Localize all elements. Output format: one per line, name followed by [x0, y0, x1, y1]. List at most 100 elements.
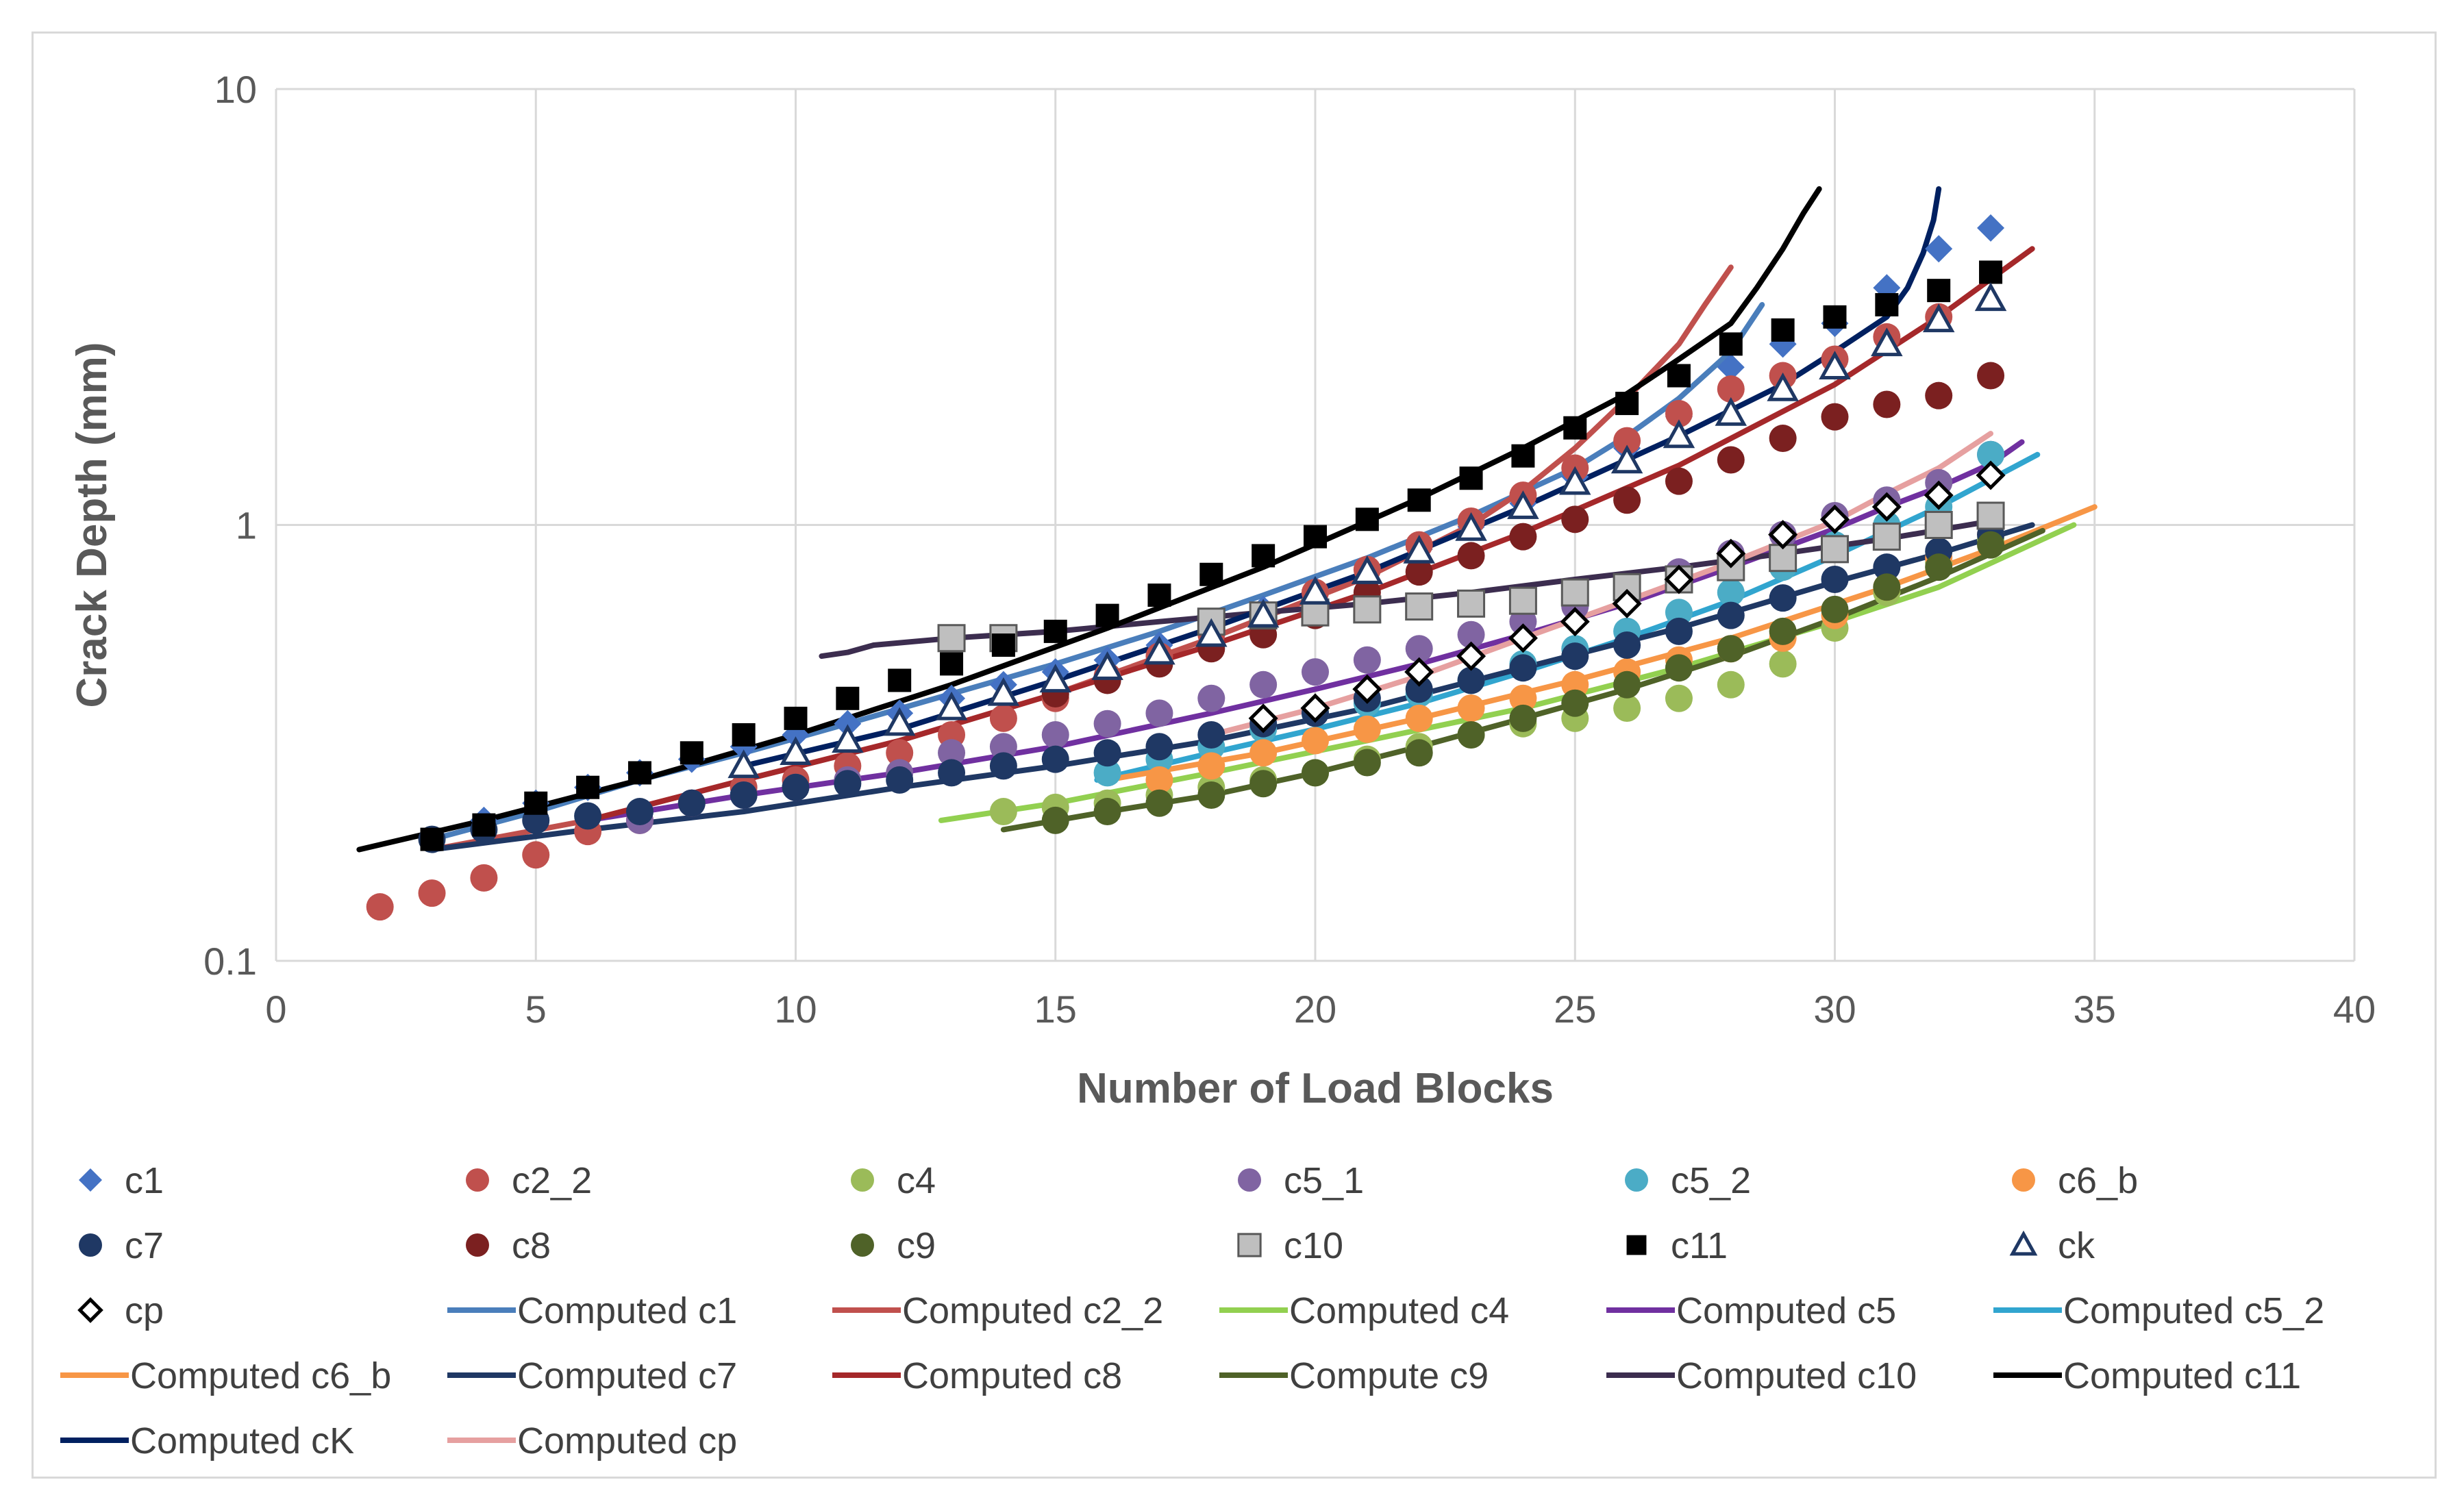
legend-marker-c4 — [851, 1168, 874, 1192]
data-point-c9 — [1561, 689, 1589, 717]
data-point-cp — [1871, 492, 1902, 522]
data-point-c4 — [1613, 694, 1641, 722]
data-point-c7 — [1405, 675, 1433, 703]
data-point-ck — [1403, 534, 1435, 564]
data-point-c6-b — [1509, 684, 1537, 712]
legend-label: c10 — [1284, 1225, 1343, 1266]
legend-label: Computed c2_2 — [902, 1290, 1163, 1331]
data-point-c9 — [1093, 798, 1121, 826]
data-point-c7 — [1613, 631, 1641, 659]
data-point-c5-1 — [1457, 620, 1485, 649]
data-point-c8 — [1405, 558, 1433, 586]
gridlines — [275, 88, 2356, 962]
legend-label: ck — [2058, 1225, 2095, 1266]
data-point-c7 — [1717, 601, 1745, 629]
data-point-c9 — [1717, 635, 1745, 663]
data-point-c7 — [1509, 654, 1537, 682]
data-markers — [366, 214, 2007, 921]
data-point-ck — [1143, 636, 1175, 665]
data-point-ck — [1195, 618, 1228, 647]
legend-label: c11 — [1671, 1225, 1728, 1266]
data-point-c9 — [1041, 806, 1069, 834]
data-point-cp — [1456, 641, 1486, 671]
data-point-c5-1 — [1353, 646, 1381, 674]
data-point-c9 — [1665, 654, 1693, 682]
data-point-ck — [1507, 490, 1539, 519]
data-point-c8 — [1717, 446, 1745, 474]
legend-item-c8: c8 — [466, 1225, 551, 1266]
data-point-c9 — [1873, 573, 1901, 601]
data-point-c7 — [938, 759, 966, 787]
legend-marker-cp — [77, 1297, 103, 1323]
data-point-ck — [727, 749, 760, 779]
data-point-c11 — [1927, 279, 1951, 303]
data-point-c11 — [1979, 260, 2003, 284]
data-point-c6-b — [1457, 694, 1485, 722]
data-point-ck — [1351, 555, 1384, 584]
data-point-c11 — [1459, 466, 1483, 490]
data-point-cp — [1248, 703, 1278, 733]
legend-item-c5-2: c5_2 — [1625, 1160, 1751, 1201]
legend-item-computed-c4: Computed c4 — [1219, 1290, 1509, 1331]
legend-label: Computed c6_b — [130, 1355, 391, 1396]
data-point-c7 — [1561, 642, 1589, 670]
series-line-computed-ck — [741, 186, 1942, 769]
data-point-c9 — [1613, 670, 1641, 699]
series-ck — [727, 282, 2007, 779]
legend-label: Computed c11 — [2063, 1355, 2301, 1396]
legend-item-ck: ck — [2009, 1225, 2095, 1266]
data-point-c1 — [1925, 235, 1953, 263]
data-point-c11 — [1355, 507, 1379, 531]
data-point-c2-2 — [989, 704, 1017, 732]
x-tick-label: 25 — [1554, 988, 1596, 1031]
data-point-c5-2 — [1665, 599, 1693, 627]
data-point-ck — [1767, 372, 1799, 401]
data-point-c6-b — [1302, 727, 1329, 755]
legend-item-c4: c4 — [851, 1160, 936, 1201]
data-point-c8 — [1925, 381, 1953, 410]
data-point-c1 — [1717, 353, 1745, 381]
data-point-c9 — [1405, 739, 1433, 767]
data-point-c11 — [1147, 583, 1171, 607]
data-point-ck — [780, 736, 812, 766]
data-point-c7 — [730, 781, 758, 809]
legend-marker-c6-b — [2012, 1168, 2035, 1192]
data-point-c7 — [1093, 739, 1121, 767]
series-line-computed-c11 — [356, 186, 1822, 853]
data-point-c9 — [1925, 553, 1953, 581]
data-point-c8 — [1457, 542, 1485, 570]
legend-label: cp — [125, 1290, 164, 1331]
data-point-c5-1 — [1093, 710, 1121, 738]
data-point-c5-1 — [1302, 658, 1329, 686]
legend-marker-c7 — [79, 1233, 102, 1257]
legend-label: Computed c7 — [517, 1355, 737, 1396]
legend-item-cp: cp — [77, 1290, 164, 1331]
legend-label: Computed cK — [130, 1420, 354, 1461]
data-point-c6-b — [1145, 766, 1173, 794]
data-point-c2-2 — [522, 841, 550, 869]
data-point-c7 — [1873, 553, 1901, 581]
data-point-c11 — [576, 775, 600, 799]
data-point-c11 — [1563, 416, 1587, 440]
data-point-c11 — [784, 706, 808, 730]
data-point-c7 — [1145, 733, 1173, 761]
data-point-ck — [1091, 651, 1123, 680]
data-point-c9 — [1197, 781, 1225, 809]
data-point-c7 — [677, 789, 706, 817]
x-tick-label: 35 — [2074, 988, 2116, 1031]
data-point-c11 — [1511, 444, 1535, 468]
data-point-c10 — [1353, 595, 1382, 624]
series-c9 — [1041, 531, 2005, 834]
legend-marker-c9 — [851, 1233, 874, 1257]
x-tick-label: 10 — [774, 988, 817, 1031]
data-point-c11 — [1095, 603, 1119, 627]
x-tick-label: 20 — [1294, 988, 1336, 1031]
data-point-c7 — [1197, 720, 1225, 749]
legend-label: Compute c9 — [1289, 1355, 1489, 1396]
data-point-c5-2 — [1093, 759, 1121, 787]
data-point-cp — [1716, 538, 1746, 568]
data-point-ck — [1299, 575, 1332, 605]
data-point-ck — [1819, 351, 1851, 379]
series-cp — [1248, 460, 2006, 733]
